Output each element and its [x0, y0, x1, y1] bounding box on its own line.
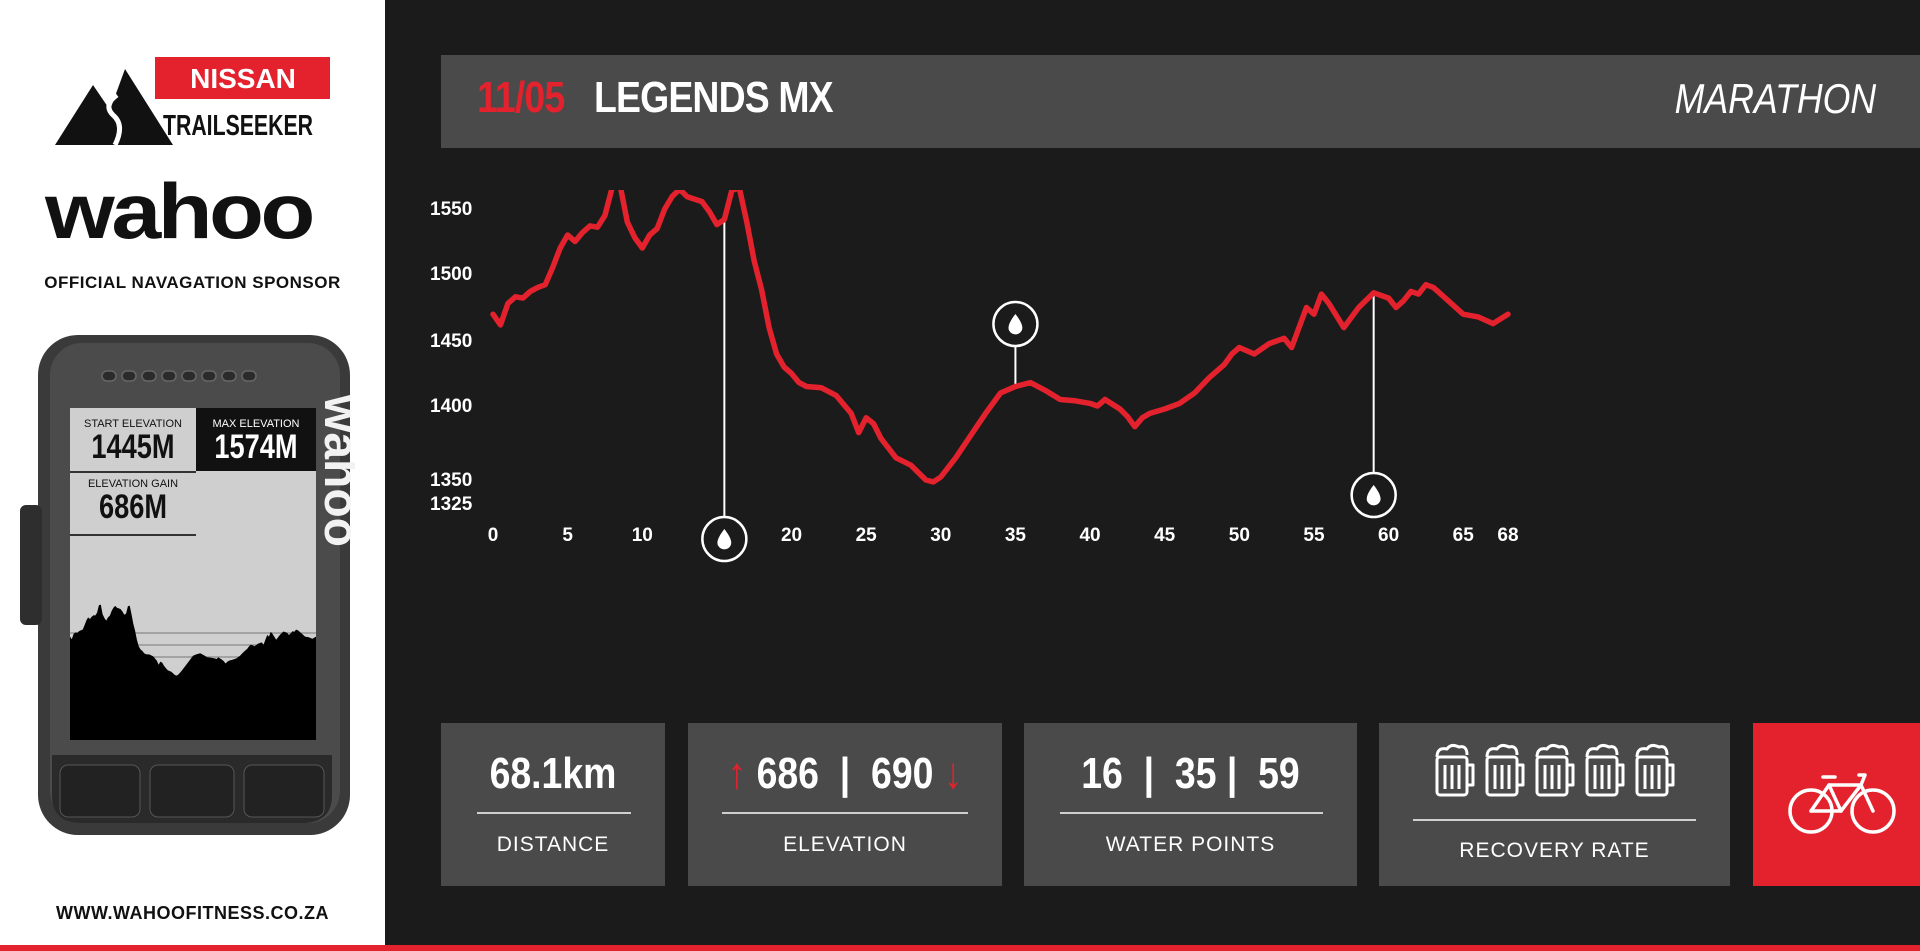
y-tick-label: 1350 — [430, 470, 472, 491]
x-tick-label: 20 — [781, 525, 802, 546]
beer-mug-icon — [1535, 743, 1574, 797]
x-tick-label: 40 — [1079, 525, 1100, 546]
race-category: MARATHON — [1674, 75, 1876, 122]
y-axis-ticks: 1325135014001450150015501575 — [430, 199, 473, 515]
max-elevation-value: 1574M — [214, 428, 298, 466]
device-elevation-profile — [70, 604, 316, 740]
x-tick-label: 50 — [1229, 525, 1250, 546]
y-tick-label: 1325 — [430, 494, 473, 515]
recovery-rate-icons — [1379, 743, 1730, 799]
elevation-stat: ↑ 686 | 690 ↓ ELEVATION — [688, 723, 1002, 886]
beer-mug-icon — [1635, 743, 1674, 797]
x-axis-ticks: 0510152025303540455055606568 — [488, 525, 1519, 546]
wahoo-logo: wahoo — [45, 167, 315, 255]
water-points-label: WATER POINTS — [1105, 833, 1276, 856]
website-url: WWW.WAHOOFITNESS.CO.ZA — [56, 903, 329, 923]
recovery-rate-label: RECOVERY RATE — [1459, 839, 1650, 862]
y-tick-label: 1550 — [430, 199, 472, 220]
x-tick-label: 55 — [1303, 525, 1325, 546]
x-tick-label: 0 — [488, 525, 499, 546]
race-header: 11/05 LEGENDS MX MARATHON — [441, 55, 1920, 148]
device-divider — [70, 534, 196, 536]
distance-divider — [477, 812, 631, 814]
x-tick-label: 25 — [856, 525, 878, 546]
device-divider — [70, 471, 196, 473]
race-name: LEGENDS MX — [594, 73, 834, 122]
bottom-accent-stripe — [0, 945, 1920, 951]
recovery-rate-stat: RECOVERY RATE — [1379, 723, 1730, 886]
water-point-marker — [1350, 292, 1397, 519]
x-tick-label: 35 — [1005, 525, 1027, 546]
x-tick-label: 5 — [562, 525, 573, 546]
up-arrow-icon: ↑ — [727, 749, 747, 798]
water-drop-icon — [1008, 314, 1023, 335]
water-points-stat: 16 | 35 | 59 WATER POINTS — [1024, 723, 1357, 886]
x-tick-label: 68 — [1497, 525, 1518, 546]
beer-mug-icon — [1485, 743, 1524, 797]
beer-mug-icon — [1585, 743, 1624, 797]
x-tick-label: 30 — [930, 525, 951, 546]
elevation-gain-value: 686M — [98, 488, 168, 526]
device-brand: wahoo — [314, 394, 355, 547]
elevation-value: ↑ 686 | 690 ↓ — [712, 749, 979, 799]
bicycle-icon — [1788, 773, 1896, 834]
start-elevation-value: 1445M — [91, 428, 175, 466]
elevation-gain-label: ELEVATION GAIN — [87, 478, 179, 490]
start-elevation-field: START ELEVATION 1445M — [70, 418, 196, 464]
sponsor-product: TRAILSEEKER — [163, 110, 313, 142]
distance-stat: 68.1km DISTANCE — [441, 723, 665, 886]
water-points-value: 16 | 35 | 59 — [1081, 749, 1300, 798]
water-points-divider — [1060, 812, 1323, 814]
sponsor-sidebar: NISSAN TRAILSEEKER wahoo OFFICIAL NAVAGA… — [0, 0, 385, 951]
water-point-annotations — [701, 219, 1397, 563]
race-date: 11/05 — [477, 73, 565, 122]
y-tick-label: 1500 — [430, 264, 472, 285]
wahoo-bike-computer: wahoo START ELEVATION 1445M MAX ELEVATIO… — [20, 335, 355, 835]
sponsor-brand: NISSAN — [190, 63, 296, 94]
water-point-marker — [701, 219, 748, 563]
water-drop-icon — [717, 529, 732, 550]
distance-label: DISTANCE — [496, 833, 610, 856]
max-elevation-field: MAX ELEVATION 1574M — [196, 408, 316, 471]
down-arrow-icon: ↓ — [943, 749, 963, 798]
x-tick-label: 45 — [1154, 525, 1176, 546]
elevation-separator: | — [839, 749, 851, 798]
y-tick-label: 1450 — [430, 331, 472, 352]
sponsor-text: OFFICIAL NAVAGATION SPONSOR — [44, 273, 341, 292]
elevation-label: ELEVATION — [783, 833, 907, 856]
bike-badge — [1753, 723, 1920, 886]
max-elevation-label: MAX ELEVATION — [212, 418, 300, 430]
elevation-down-value: 690 — [871, 749, 934, 798]
device-screen: START ELEVATION 1445M MAX ELEVATION 1574… — [70, 408, 316, 740]
elevation-divider — [722, 812, 968, 814]
device-profile-area — [70, 604, 316, 740]
beer-mug-icon — [1435, 743, 1474, 797]
start-elevation-label: START ELEVATION — [83, 418, 182, 430]
y-tick-label: 1400 — [430, 396, 472, 417]
elevation-gain-field: ELEVATION GAIN 686M — [70, 478, 196, 524]
elevation-points — [492, 190, 1509, 482]
nissan-trailseeker-logo: NISSAN TRAILSEEKER — [55, 57, 330, 147]
elevation-up-value: 686 — [756, 749, 819, 798]
x-tick-label: 10 — [632, 525, 653, 546]
recovery-rate-divider — [1413, 819, 1696, 821]
elevation-chart: 1325135014001450150015501575 05101520253… — [430, 190, 1519, 563]
distance-value: 68.1km — [489, 749, 617, 798]
water-point-marker — [992, 300, 1039, 387]
water-drop-icon — [1366, 485, 1381, 506]
x-tick-label: 65 — [1453, 525, 1475, 546]
x-tick-label: 60 — [1378, 525, 1399, 546]
